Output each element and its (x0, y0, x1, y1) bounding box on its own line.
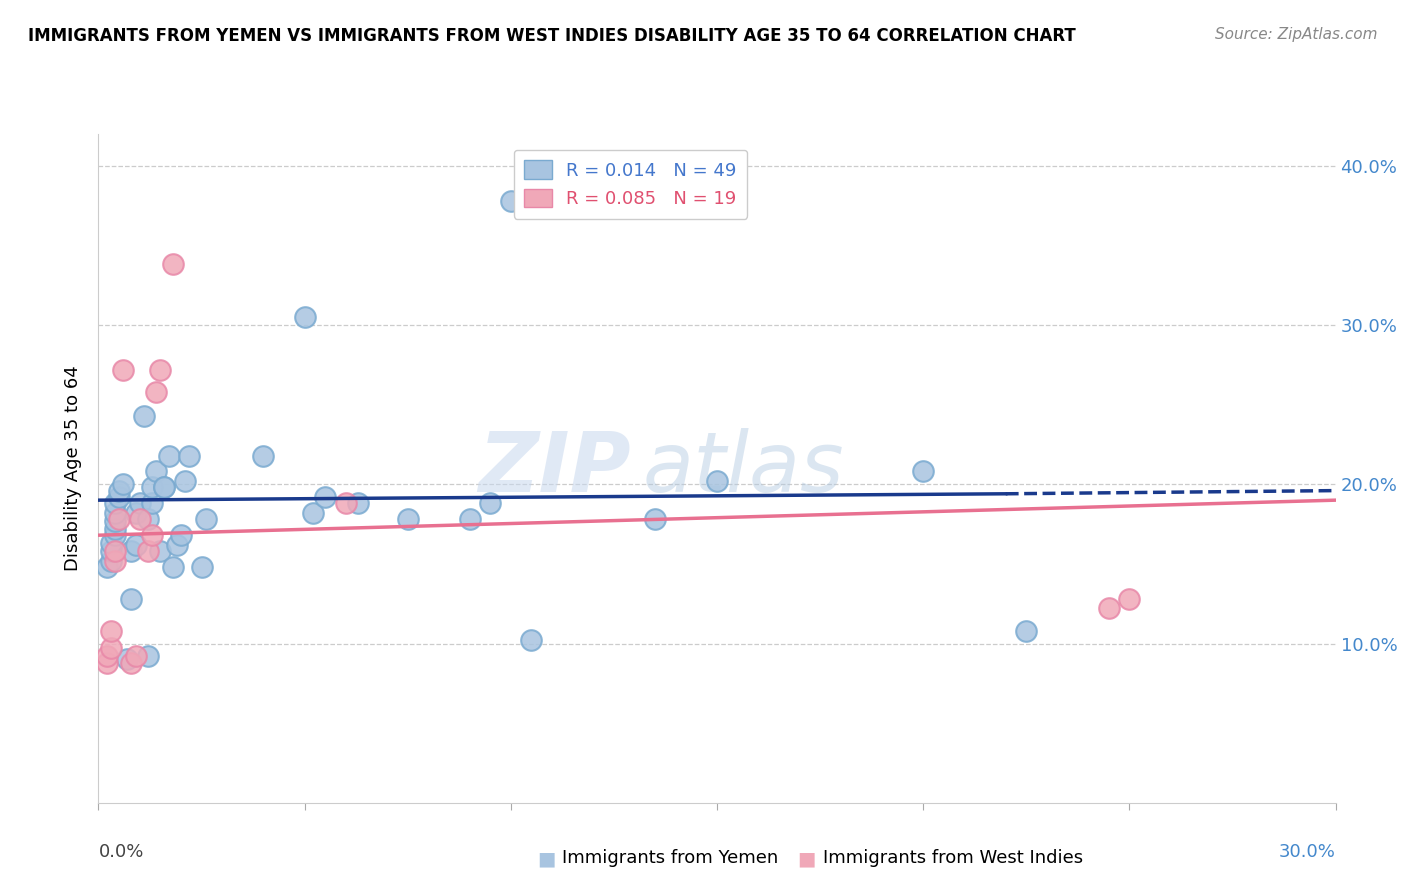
Point (124, 538, 146, 552)
Point (1118, 591, 1140, 606)
Point (157, 449, 180, 463)
Point (96, 656, 118, 670)
Point (190, 560, 212, 574)
Point (136, 512, 159, 526)
Point (128, 512, 150, 526)
Text: ■: ■ (537, 849, 555, 868)
Point (153, 480, 176, 494)
Point (347, 496, 370, 510)
Point (104, 496, 127, 510)
Point (706, 474, 728, 488)
Point (294, 310, 316, 324)
Point (136, 649, 159, 664)
Point (162, 257, 184, 271)
Point (141, 480, 163, 494)
Text: 30.0%: 30.0% (1279, 843, 1336, 861)
Point (141, 496, 163, 510)
Point (145, 384, 167, 399)
Text: 0.0%: 0.0% (98, 843, 143, 861)
Point (112, 362, 135, 376)
Point (174, 474, 197, 488)
Point (104, 506, 127, 520)
Point (252, 449, 274, 463)
Point (120, 591, 142, 606)
Point (104, 514, 127, 528)
Point (104, 544, 127, 558)
Point (194, 512, 217, 526)
Point (100, 641, 122, 656)
Point (100, 536, 122, 550)
Text: Immigrants from Yemen: Immigrants from Yemen (562, 849, 779, 867)
Point (1098, 601, 1121, 615)
Text: Source: ZipAtlas.com: Source: ZipAtlas.com (1215, 27, 1378, 42)
Point (108, 483, 131, 498)
Point (145, 465, 167, 479)
Point (170, 528, 193, 542)
Point (520, 633, 543, 648)
Point (162, 560, 184, 574)
Point (136, 544, 159, 558)
Point (314, 490, 336, 504)
Point (100, 624, 122, 638)
Point (479, 496, 502, 510)
Point (112, 477, 135, 491)
Text: ZIP: ZIP (478, 428, 630, 508)
Point (499, 194, 522, 208)
Point (120, 544, 142, 558)
Point (96, 560, 118, 574)
Y-axis label: Disability Age 35 to 64: Disability Age 35 to 64 (65, 366, 83, 571)
Point (335, 496, 357, 510)
Point (108, 490, 131, 504)
Point (302, 506, 325, 520)
Point (912, 465, 935, 479)
Point (117, 652, 139, 666)
Point (100, 554, 122, 568)
Point (124, 649, 146, 664)
Point (1015, 624, 1038, 638)
Text: atlas: atlas (643, 428, 845, 508)
Point (149, 362, 172, 376)
Point (100, 544, 122, 558)
Point (120, 656, 142, 670)
Point (153, 480, 176, 494)
Point (166, 538, 188, 552)
Point (104, 554, 127, 568)
Point (149, 544, 172, 558)
Point (128, 496, 150, 510)
Point (104, 522, 127, 536)
Point (458, 512, 481, 526)
Point (124, 506, 146, 520)
Point (108, 512, 131, 526)
Text: Immigrants from West Indies: Immigrants from West Indies (823, 849, 1083, 867)
Point (644, 512, 666, 526)
Point (96, 649, 118, 664)
Point (179, 449, 201, 463)
Legend: R = 0.014   N = 49, R = 0.085   N = 19: R = 0.014 N = 49, R = 0.085 N = 19 (513, 150, 747, 219)
Point (104, 528, 127, 542)
Point (141, 528, 163, 542)
Point (396, 512, 419, 526)
Text: ■: ■ (797, 849, 815, 868)
Point (132, 409, 155, 423)
Text: IMMIGRANTS FROM YEMEN VS IMMIGRANTS FROM WEST INDIES DISABILITY AGE 35 TO 64 COR: IMMIGRANTS FROM YEMEN VS IMMIGRANTS FROM… (28, 27, 1076, 45)
